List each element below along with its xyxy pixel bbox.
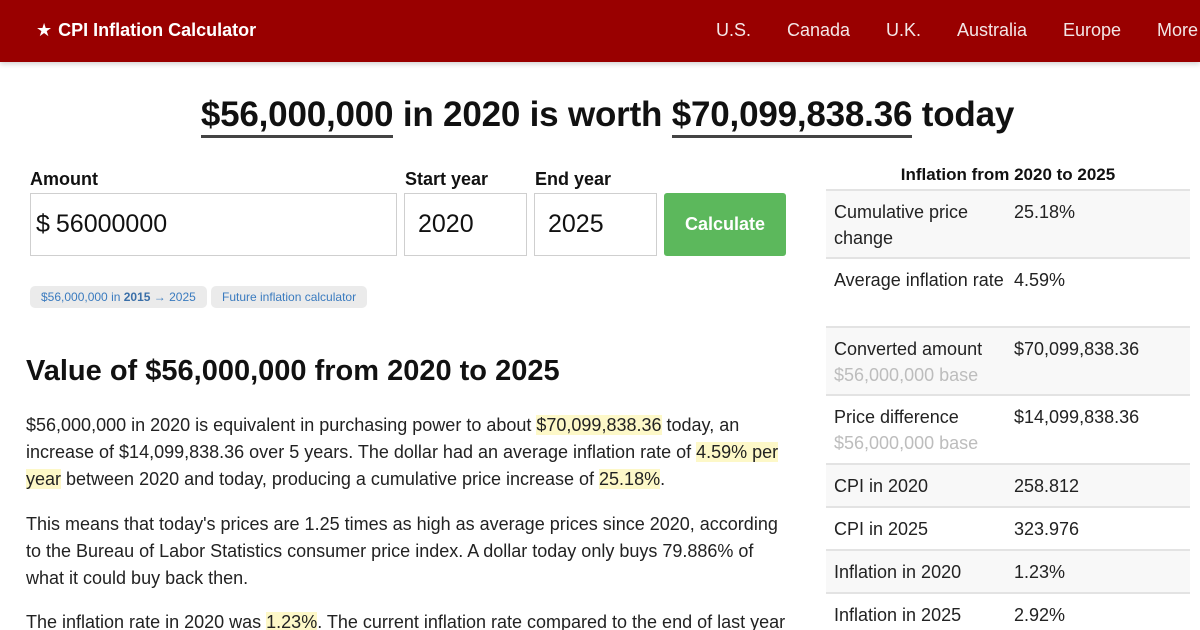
related-calculation-chip[interactable]: $56,000,000 in 2015 → 2025 — [30, 286, 207, 308]
row-value: 4.59% — [1006, 257, 1190, 327]
text: . — [660, 469, 666, 489]
nav-link-europe[interactable]: Europe — [1063, 20, 1122, 40]
headline-end: today — [921, 95, 1015, 134]
amount-field[interactable]: $ — [30, 193, 397, 256]
text: $56,000,000 in 2020 is equivalent in pur… — [26, 415, 537, 435]
start-year-label: Start year — [405, 169, 489, 189]
summary-table-title: Inflation from 2020 to 2025 — [900, 165, 1116, 184]
label-text: Converted amount — [834, 339, 983, 359]
table-row: CPI in 2025 323.976 — [826, 506, 1190, 550]
text: The inflation rate in 2020 was — [26, 612, 267, 630]
nav-link-canada[interactable]: Canada — [787, 20, 851, 40]
nav-link-us[interactable]: U.S. — [716, 20, 752, 40]
star-icon: ★ — [36, 20, 53, 40]
nav-link-more[interactable]: More — [1157, 20, 1199, 40]
row-value: $70,099,838.36 — [1006, 326, 1190, 395]
text: today, an increase of $14,099,838.36 ove… — [26, 415, 740, 462]
brand-label: CPI Inflation Calculator — [58, 20, 257, 40]
calculate-button[interactable]: Calculate — [664, 193, 786, 256]
row-value: 1.23% — [1006, 549, 1190, 593]
table-row: Converted amount $56,000,000 base $70,099… — [826, 326, 1190, 395]
chip-text-end: → 2025 — [150, 290, 196, 304]
start-year-field[interactable] — [404, 193, 527, 256]
summary-table: Cumulative price change 25.18% Average i… — [826, 189, 1190, 630]
base-note: $56,000,000 base — [834, 433, 979, 453]
inflation-rate-paragraph: The inflation rate in 2020 was 1.23%. Th… — [26, 609, 796, 630]
headline-result: $70,099,838.36 — [671, 95, 912, 138]
end-year-field[interactable] — [534, 193, 657, 256]
future-inflation-chip[interactable]: Future inflation calculator — [211, 286, 368, 308]
amount-input[interactable] — [55, 194, 396, 255]
brand-link[interactable]: ★ CPI Inflation Calculator — [36, 20, 256, 41]
row-label: Average inflation rate — [826, 257, 1006, 327]
top-navigation-bar: ★ CPI Inflation Calculator U.S. Canada U.… — [0, 0, 1200, 62]
end-year-label: End year — [535, 169, 612, 189]
headline-amount: $56,000,000 — [200, 95, 393, 138]
highlight-rate-2020: 1.23% — [266, 612, 318, 630]
table-row: Inflation in 2025 2.92% — [826, 592, 1190, 630]
row-label: Converted amount $56,000,000 base — [826, 326, 1006, 395]
table-row: Price difference $56,000,000 base $14,099… — [826, 394, 1190, 464]
section-heading: Value of $56,000,000 from 2020 to 2025 — [26, 355, 560, 387]
end-year-input[interactable] — [548, 194, 656, 255]
nav-link-australia[interactable]: Australia — [957, 20, 1028, 40]
base-note: $56,000,000 base — [834, 365, 979, 385]
table-row: Inflation in 2020 1.23% — [826, 549, 1190, 593]
table-row: Cumulative price change 25.18% — [826, 189, 1190, 258]
row-label: Inflation in 2020 — [826, 549, 1006, 593]
page-title: $56,000,000 in 2020 is worth $70,099,838… — [0, 95, 1200, 138]
row-label: Inflation in 2025 — [826, 592, 1006, 630]
highlight-converted: $70,099,838.36 — [536, 415, 662, 435]
row-value: 258.812 — [1006, 463, 1190, 507]
headline-middle: in 2020 is worth — [402, 95, 663, 134]
country-nav: U.S. Canada U.K. Australia Europe More — [0, 20, 1200, 44]
amount-label: Amount — [30, 169, 98, 189]
row-label: Cumulative price change — [826, 189, 1006, 258]
row-value: 2.92% — [1006, 592, 1190, 630]
label-text: Price difference — [834, 407, 959, 427]
row-label: CPI in 2020 — [826, 463, 1006, 507]
text: . The current inflation rate compared to… — [317, 612, 786, 630]
table-row: CPI in 2020 258.812 — [826, 463, 1190, 507]
text: between 2020 and today, producing a cumu… — [61, 469, 600, 489]
row-label: Price difference $56,000,000 base — [826, 394, 1006, 464]
highlight-cumulative: 25.18% — [599, 469, 661, 489]
row-value: 323.976 — [1006, 506, 1190, 550]
row-value: 25.18% — [1006, 189, 1190, 258]
explanation-paragraph: This means that today's prices are 1.25 … — [26, 514, 778, 588]
currency-symbol: $ — [36, 210, 50, 238]
start-year-input[interactable] — [418, 194, 526, 255]
row-value: $14,099,838.36 — [1006, 394, 1190, 464]
table-row: Average inflation rate 4.59% — [826, 257, 1190, 327]
chip-text: $56,000,000 in — [41, 290, 124, 304]
row-label: CPI in 2025 — [826, 506, 1006, 550]
chip-year: 2015 — [123, 290, 151, 304]
nav-link-uk[interactable]: U.K. — [886, 20, 922, 40]
summary-paragraph: $56,000,000 in 2020 is equivalent in pur… — [26, 412, 796, 493]
